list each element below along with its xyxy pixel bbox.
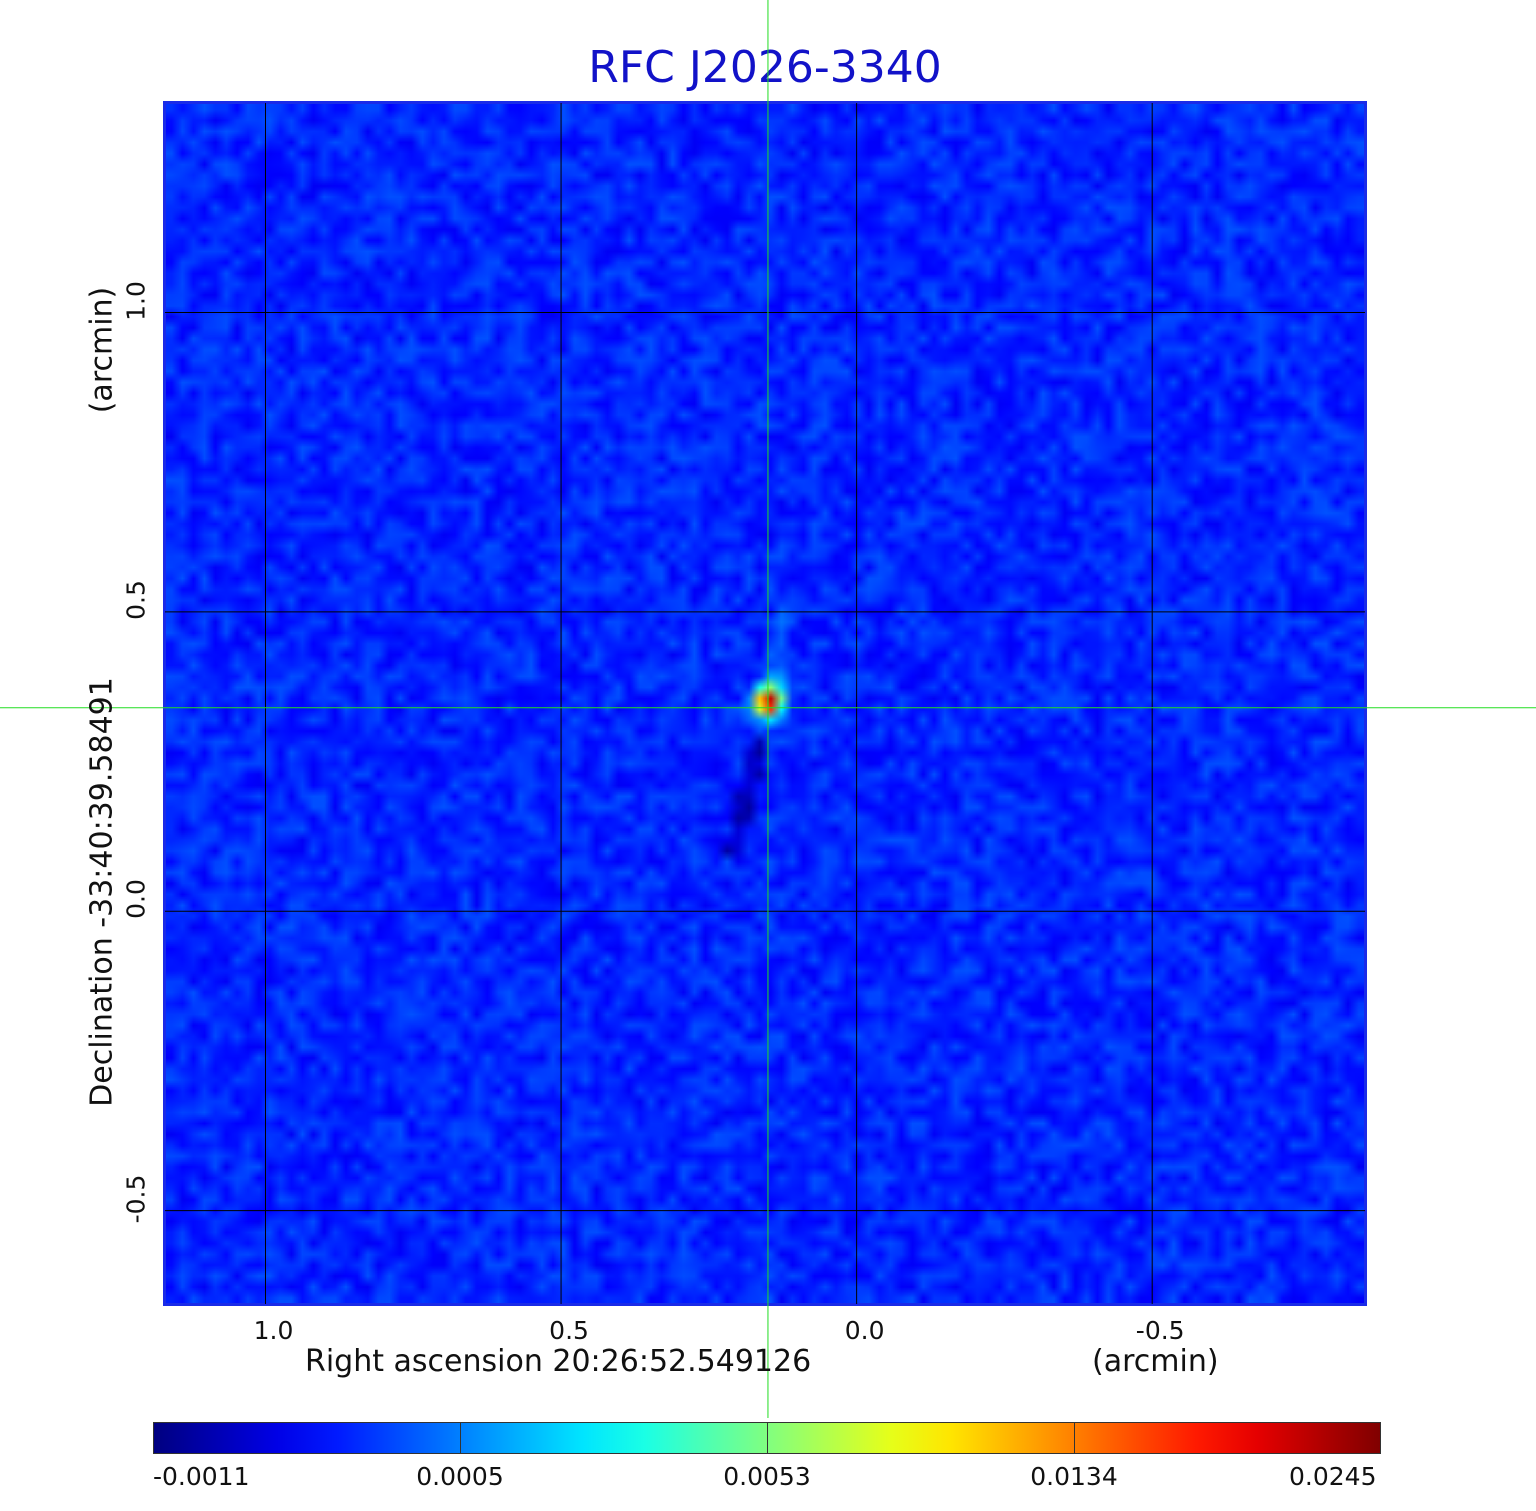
colorbar-label: 0.0245 <box>1289 1462 1377 1491</box>
y-axis-unit: (arcmin) <box>84 286 120 414</box>
y-axis-label: Declination -33:40:39.58491 <box>84 677 120 1107</box>
x-axis-unit: (arcmin) <box>1092 1344 1219 1379</box>
y-tick-label: 0.5 <box>121 580 151 620</box>
x-tick-label: 0.5 <box>549 1316 589 1345</box>
x-tick-label: 1.0 <box>253 1316 294 1345</box>
colorbar-tick <box>1074 1422 1075 1454</box>
x-tick-label: -0.5 <box>1135 1316 1185 1345</box>
colorbar-label: 0.0005 <box>416 1462 504 1491</box>
colorbar-label: 0.0134 <box>1030 1462 1118 1491</box>
colorbar-label: 0.0053 <box>723 1462 811 1491</box>
colorbar-tick <box>460 1422 461 1454</box>
chart-title: RFC J2026-3340 <box>588 42 942 93</box>
image-plot[interactable] <box>163 101 1367 1306</box>
colorbar-tick <box>767 1422 768 1454</box>
x-axis-label: Right ascension 20:26:52.549126 <box>305 1344 812 1379</box>
y-tick-label: 1.0 <box>121 280 151 321</box>
y-tick-label: -0.5 <box>121 1174 151 1223</box>
x-tick-label: 0.0 <box>844 1316 885 1345</box>
colorbar-label: -0.0011 <box>153 1462 250 1491</box>
radio-image-heatmap <box>166 104 1364 1303</box>
y-tick-label: 0.0 <box>121 879 151 920</box>
